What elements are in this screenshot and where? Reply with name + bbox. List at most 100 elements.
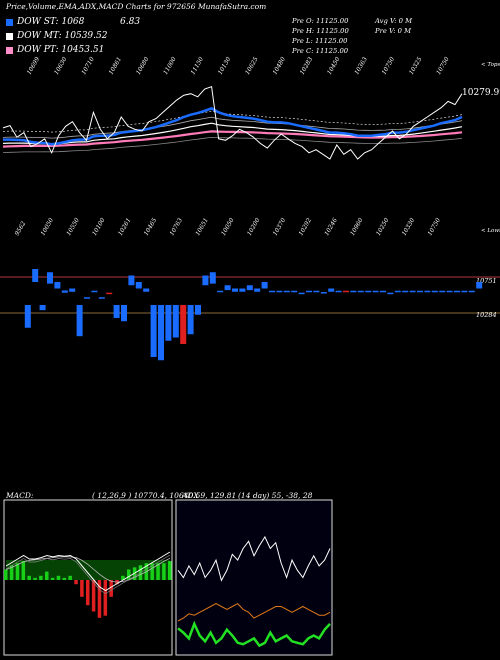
macd-histogram-bar [168, 561, 172, 580]
macd-histogram-bar [162, 563, 166, 580]
macd-histogram-bar [45, 571, 49, 580]
bottom-price-label: 10246 [323, 217, 339, 237]
volume-tick [350, 290, 357, 293]
ema-band-upper-line [2, 116, 463, 139]
volume-bar [158, 305, 164, 361]
bottom-price-label: 10465 [143, 217, 159, 237]
top-price-label: 10750 [435, 56, 451, 76]
macd-histogram-bar [4, 569, 8, 580]
volume-bar [54, 282, 61, 289]
macd-histogram-bar [74, 580, 78, 585]
top-price-label: 10861 [108, 56, 124, 76]
bottom-price-label: 10651 [194, 217, 210, 237]
macd-histogram-bar [21, 561, 26, 580]
volume-bar [172, 305, 179, 338]
volume-tick [320, 292, 327, 294]
volume-bar [180, 305, 187, 344]
volume-tick [417, 290, 423, 293]
volume-tick [91, 290, 98, 293]
info-prev-low: Pre L: 11125.00 [292, 37, 348, 45]
macd-histogram-bar [33, 577, 37, 580]
volume-bar [187, 305, 194, 335]
volume-tick [217, 290, 224, 293]
bottom-price-label: 10330 [401, 217, 417, 237]
macd-histogram-bar [39, 575, 43, 580]
volume-tick [313, 290, 320, 293]
ref-label-lower: 10284 [476, 311, 497, 319]
bottom-price-label: 10763 [168, 217, 184, 237]
tops-legend: < Tops [481, 62, 500, 68]
macd-histogram-bar [121, 575, 125, 580]
legend-dow-mt: DOW MT: 10539.52 [6, 31, 107, 41]
legend-dow-st-value: 1068 [61, 17, 85, 27]
adx-params: (14 day) 55, -38, 28 [238, 491, 313, 500]
lows-legend: < Lows [481, 228, 500, 234]
adx-minus-di-line [177, 620, 331, 648]
info-prev-close: Pre C: 11125.00 [292, 47, 349, 55]
volume-bar [150, 305, 157, 357]
legend-dow-pt-value: 10453.51 [61, 45, 105, 55]
volume-tick [424, 290, 431, 293]
volume-bar [239, 288, 246, 292]
bottom-price-label: 10250 [375, 217, 391, 237]
macd-histogram-bar [109, 580, 113, 597]
macd-line [5, 551, 171, 592]
macd-histogram-bar [150, 563, 154, 580]
volume-tick [106, 292, 113, 295]
bottom-price-label: 10200 [246, 217, 262, 237]
volume-bar [135, 282, 142, 289]
volume-tick [283, 290, 290, 293]
volume-bar [61, 290, 68, 293]
volume-tick [306, 290, 312, 293]
volume-bar [232, 288, 238, 292]
bottom-price-label: 10100 [91, 217, 107, 237]
adx-plus-di-line [177, 535, 331, 582]
macd-panel [3, 499, 173, 656]
volume-tick [387, 292, 394, 295]
macd-histogram-bar [9, 565, 14, 580]
macd-histogram-bar [103, 580, 108, 616]
volume-tick [269, 290, 275, 293]
volume-bar [254, 288, 261, 292]
legend-dow-st-label: DOW ST: [17, 17, 59, 27]
chart-title: Price,Volume,EMA,ADX,MACD Charts for 972… [6, 2, 267, 11]
top-price-label: 10710 [80, 56, 96, 76]
volume-tick [439, 290, 446, 293]
info-prev-volume: Pre V: 0 M [375, 27, 412, 35]
adx-line [177, 602, 331, 622]
volume-tick [431, 290, 438, 293]
macd-histogram-bar [56, 575, 61, 580]
volume-tick [394, 290, 401, 293]
top-price-label: 10450 [326, 56, 342, 76]
macd-histogram-bar [68, 575, 72, 580]
volume-bar [143, 288, 150, 292]
volume-bar [476, 282, 483, 289]
ema-band-dotted-line [2, 110, 463, 133]
volume-tick [454, 290, 460, 293]
volume-tick [402, 290, 409, 293]
volume-bar [246, 285, 253, 291]
volume-tick [468, 290, 475, 293]
top-price-label: 10480 [271, 56, 287, 76]
top-price-label: 10699 [26, 56, 42, 76]
top-price-label: 10625 [244, 56, 260, 76]
macd-histogram-bar [15, 563, 20, 580]
volume-tick [357, 290, 364, 293]
volume-bar [328, 288, 335, 292]
macd-histogram-bar [50, 577, 55, 580]
info-prev-high: Pre H: 11125.00 [292, 27, 349, 35]
adx-panel-frame [175, 499, 333, 656]
top-price-label: 10750 [381, 56, 397, 76]
macd-signal-line [5, 556, 171, 583]
top-price-label: 10283 [299, 56, 315, 76]
bottom-price-label: 10370 [272, 217, 288, 237]
volume-tick [380, 290, 386, 293]
dow-st-ema-line [3, 107, 463, 146]
top-price-label: 11150 [189, 56, 205, 76]
volume-bar [39, 305, 46, 311]
legend-dow-mt-label: DOW MT: [17, 31, 62, 41]
volume-bar [24, 305, 31, 328]
macd-histogram-bar [97, 580, 102, 618]
macd-histogram-bar [91, 580, 96, 612]
volume-bar [32, 269, 39, 282]
